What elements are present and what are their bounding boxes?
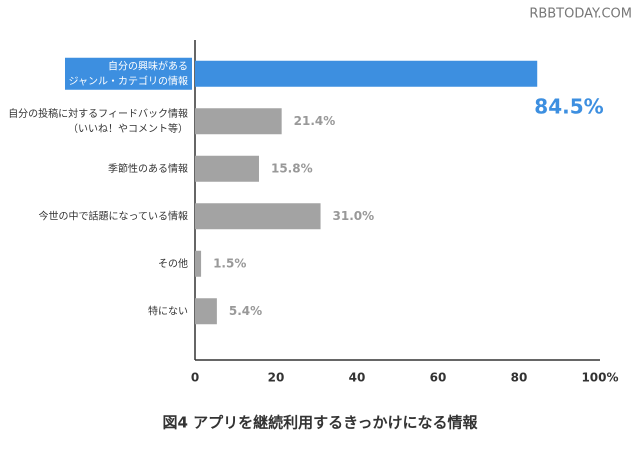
y-tick-label: （いいね！やコメント等） <box>68 122 188 135</box>
x-tick-label: 60 <box>430 371 447 385</box>
bar <box>195 298 217 325</box>
x-tick-label: 20 <box>268 371 285 385</box>
y-tick-label: その他 <box>158 257 188 270</box>
x-tick-label: 40 <box>349 371 366 385</box>
y-tick-label: 季節性のある情報 <box>108 162 188 175</box>
value-label: 84.5% <box>534 94 603 118</box>
x-tick-label: 0 <box>191 371 199 385</box>
value-label: 15.8% <box>271 161 313 175</box>
value-label: 21.4% <box>294 114 336 128</box>
value-label: 31.0% <box>333 209 375 223</box>
y-tick-label: 特にない <box>148 305 188 317</box>
bar <box>195 155 259 182</box>
y-tick-label: 自分の投稿に対するフィードバック情報 <box>8 107 188 120</box>
x-tick-label: 80 <box>511 371 528 385</box>
bar <box>195 108 282 135</box>
label-highlight <box>65 57 192 90</box>
chart-title: 図4 アプリを継続利用するきっかけになる情報 <box>162 414 478 432</box>
x-tick-label: 100% <box>581 371 618 385</box>
bar <box>195 203 321 230</box>
value-label: 1.5% <box>213 256 246 270</box>
watermark: RBBTODAY.COM <box>529 7 632 22</box>
y-tick-label: 自分の興味がある <box>108 59 188 72</box>
y-tick-label: ジャンル・カテゴリの情報 <box>69 74 189 87</box>
y-tick-label: 今世の中で話題になっている情報 <box>39 209 189 222</box>
bar <box>195 250 202 277</box>
bar <box>195 60 538 87</box>
value-label: 5.4% <box>229 304 262 318</box>
